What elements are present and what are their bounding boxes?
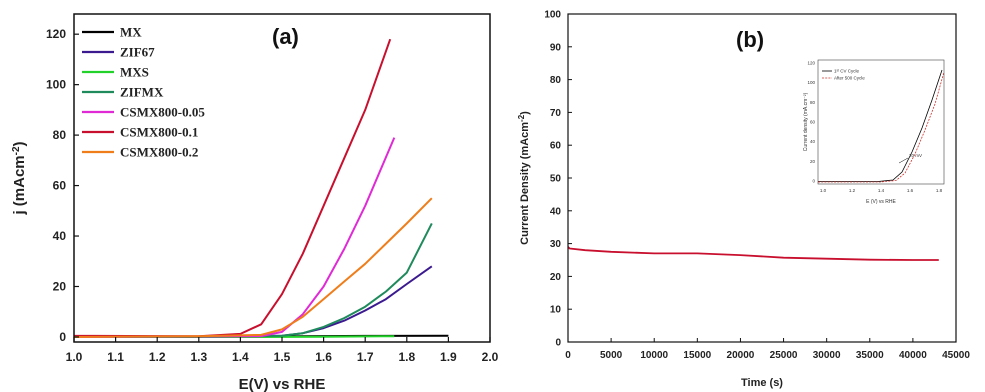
legend-label-mxs: MXS: [120, 65, 149, 80]
panel-b-y-tick-label: 0: [555, 338, 561, 349]
panel-b-y-axis-label-close: ): [519, 111, 531, 115]
panel-a-x-tick-label: 1.6: [315, 350, 332, 364]
panel-b-y-tick-label: 100: [544, 10, 561, 21]
panel-a-x-tick-label: 1.1: [107, 350, 124, 364]
inset-y-tick-label: 120: [807, 61, 815, 66]
panel-a-y-axis-label-sup: -2: [11, 146, 22, 155]
panel-a-y-tick-label: 20: [53, 279, 67, 293]
panel-b-x-tick-label: 35000: [856, 350, 884, 361]
panel-b-y-tick-label: 90: [550, 42, 562, 53]
panel-b-inset: 1.0 1.2 1.4 1.6 1.8 0 20 40 60 80 100 120 1ˢᵗ CV Cy…: [798, 30, 954, 210]
inset-curve-first-cycle: [818, 69, 943, 182]
inset-y-tick-label: 60: [810, 120, 816, 125]
panel-b-x-tick-label: 10000: [640, 350, 668, 361]
panel-b-x-tick-label: 5000: [600, 350, 623, 361]
inset-legend-label-after: After 500 Cycle: [834, 76, 865, 81]
panel-a-x-tick-label: 1.7: [357, 350, 374, 364]
panel-b-y-axis-label: Current Density (mAcm-2): [517, 111, 532, 245]
panel-a-x-tick-label: 1.8: [398, 350, 415, 364]
series-line-zifmx: [74, 222, 433, 338]
series-line-csmx800-0-05: [73, 137, 396, 338]
inset-y-tick-label: 0: [812, 179, 815, 184]
panel-a-y-tick-label: 80: [53, 128, 67, 142]
legend-label-zif67: ZIF67: [120, 45, 155, 60]
panel-a-y-axis-label-close: ): [11, 141, 28, 146]
panel-b-y-axis-label-main: Current Density (mAcm: [519, 122, 531, 245]
inset-ticks: 1.0 1.2 1.4 1.6 1.8 0 20 40 60 80 100 120: [807, 61, 942, 194]
panel-b-y-axis-label-sup: -2: [517, 114, 526, 122]
inset-y-tick-label: 40: [810, 139, 816, 144]
inset-annotation-arrow: [898, 157, 909, 164]
panel-a-legend: MX ZIF67 MXS ZIFMX CSMX800-0.05 CSMX800-0.1 CS…: [82, 25, 205, 160]
inset-legend-label-first: 1ˢᵗ CV Cycle: [834, 69, 860, 74]
panel-b-x-tick-label: 25000: [770, 350, 798, 361]
panel-b-y-tick-label: 60: [550, 141, 562, 152]
panel-a-y-axis-label-main: j (mAcm: [11, 155, 28, 215]
panel-a: 1.0 1.1 1.2 1.3 1.4 1.5 1.6 1.7 1.8 1.9 2.0 0 20 40 60…: [11, 13, 499, 392]
panel-b-x-axis-label: Time (s): [741, 377, 783, 389]
panel-b-y-tick-label: 50: [550, 174, 562, 185]
inset-y-tick-label: 100: [807, 80, 815, 85]
panel-b-label: (b): [736, 27, 764, 52]
panel-a-y-axis-label: j (mAcm-2): [11, 141, 29, 215]
inset-curve-after-500-cycles: [818, 71, 945, 183]
inset-x-tick-label: 1.6: [907, 188, 914, 193]
series-line-stability: [567, 246, 939, 261]
panel-b-ticks: 0 5000 10000 15000 20000 25000 30000 35000 40000…: [544, 10, 970, 362]
panel-a-x-axis-label: E(V) vs RHE: [239, 376, 326, 392]
series-line-csmx800-0-2: [73, 197, 433, 338]
inset-x-axis-label: E (V) vs RHE: [866, 199, 896, 205]
legend-label-csmx800-0-2: CSMX800-0.2: [120, 145, 198, 160]
panel-b-x-tick-label: 30000: [813, 350, 841, 361]
legend-label-csmx800-0-1: CSMX800-0.1: [120, 125, 198, 140]
panel-a-x-tick-label: 1.0: [66, 350, 83, 364]
inset-x-tick-label: 1.8: [936, 188, 943, 193]
panel-a-ticks: 1.0 1.1 1.2 1.3 1.4 1.5 1.6 1.7 1.8 1.9 2.0 0 20 40 60…: [46, 27, 499, 364]
legend-label-csmx800-0-05: CSMX800-0.05: [120, 105, 205, 120]
panel-b-y-tick-label: 80: [550, 75, 562, 86]
panel-b-y-tick-label: 30: [550, 239, 562, 250]
panel-a-x-tick-label: 1.4: [232, 350, 249, 364]
legend-label-mx: MX: [120, 25, 142, 40]
inset-x-tick-label: 1.2: [849, 188, 856, 193]
panel-b-y-tick-label: 70: [550, 108, 562, 119]
panel-b-y-tick-label: 40: [550, 206, 562, 217]
inset-background: [798, 30, 954, 210]
panel-b-x-tick-label: 0: [565, 350, 571, 361]
panel-b-x-tick-label: 45000: [942, 350, 970, 361]
panel-a-x-tick-label: 1.5: [274, 350, 291, 364]
inset-plot-frame: [817, 59, 945, 185]
series-line-zif67: [74, 265, 433, 338]
inset-y-axis-label: Current density (mA.cm⁻²): [803, 92, 809, 151]
inset-y-tick-label: 80: [810, 100, 816, 105]
panel-a-x-tick-label: 1.9: [440, 350, 457, 364]
panel-b: 0 5000 10000 15000 20000 25000 30000 35000 40000…: [517, 10, 971, 390]
legend-label-zifmx: ZIFMX: [120, 85, 164, 100]
inset-x-tick-label: 1.0: [820, 188, 827, 193]
panel-a-y-tick-label: 100: [46, 78, 66, 92]
panel-a-label: (a): [272, 24, 299, 49]
panel-b-x-tick-label: 20000: [727, 350, 755, 361]
panel-a-y-tick-label: 60: [53, 179, 67, 193]
panel-a-x-tick-label: 1.2: [149, 350, 166, 364]
panel-a-x-tick-label: 1.3: [190, 350, 207, 364]
panel-a-y-tick-label: 120: [46, 27, 66, 41]
panel-b-y-tick-label: 10: [550, 305, 562, 316]
panel-b-x-tick-label: 15000: [683, 350, 711, 361]
inset-y-tick-label: 20: [810, 159, 816, 164]
panel-b-x-tick-label: 40000: [899, 350, 927, 361]
panel-a-y-tick-label: 0: [59, 330, 66, 344]
inset-annotation: 20 mV: [909, 153, 922, 158]
inset-x-tick-label: 1.4: [878, 188, 885, 193]
panel-b-y-tick-label: 20: [550, 272, 562, 283]
panel-a-x-tick-label: 2.0: [482, 350, 499, 364]
panel-a-y-tick-label: 40: [53, 229, 67, 243]
panel-b-series-group: [567, 246, 939, 261]
